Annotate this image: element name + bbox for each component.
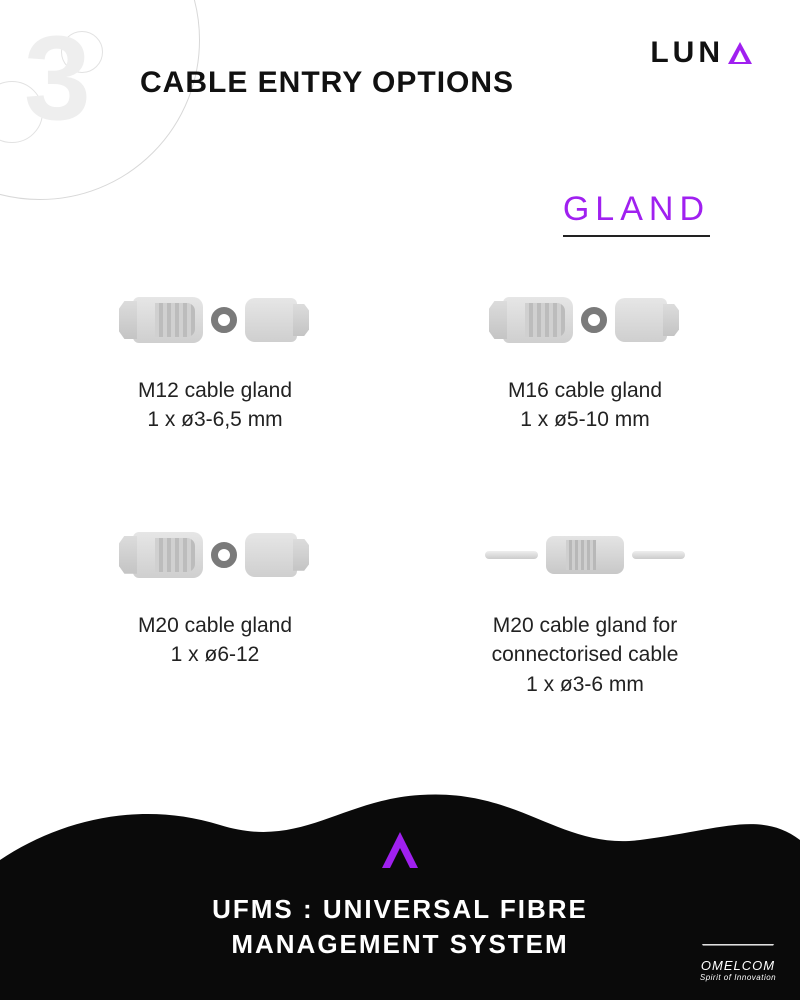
gland-cap-icon (615, 298, 667, 342)
page-title: CABLE ENTRY OPTIONS (140, 66, 514, 100)
omelcom-roof-icon (693, 944, 783, 955)
product-image (115, 280, 315, 360)
section-label: GLAND (563, 190, 710, 237)
page-number: 3 (24, 18, 85, 138)
gland-ring-icon (211, 542, 237, 568)
footer-title: UFMS : UNIVERSAL FIBRE MANAGEMENT SYSTEM (0, 892, 800, 962)
omelcom-logo: OMELCOM Spirit of Innovation (698, 942, 778, 982)
luna-logo: LUN (650, 36, 752, 70)
footer-line2: MANAGEMENT SYSTEM (0, 927, 800, 962)
gland-body-icon (133, 532, 203, 578)
product-spec: 1 x ø5-10 mm (520, 405, 650, 434)
footer-line1: UFMS : UNIVERSAL FIBRE (0, 892, 800, 927)
product-item: M20 cable gland for connectorised cable … (430, 515, 740, 699)
product-image (485, 515, 685, 595)
product-spec: 1 x ø6-12 (171, 640, 260, 669)
product-image (115, 515, 315, 595)
luna-logo-text: LUN (650, 36, 724, 70)
product-name: M20 cable gland (138, 611, 292, 640)
product-grid: M12 cable gland 1 x ø3-6,5 mm M16 cable … (60, 280, 740, 699)
connectorised-gland-icon (546, 536, 625, 574)
footer-caret-icon (378, 830, 422, 875)
product-name: M12 cable gland (138, 376, 292, 405)
product-spec: 1 x ø3-6,5 mm (147, 405, 282, 434)
gland-cap-icon (245, 533, 297, 577)
gland-body-icon (503, 297, 573, 343)
gland-ring-icon (581, 307, 607, 333)
omelcom-tagline: Spirit of Innovation (698, 973, 778, 982)
footer: UFMS : UNIVERSAL FIBRE MANAGEMENT SYSTEM… (0, 770, 800, 1000)
gland-ring-icon (211, 307, 237, 333)
footer-mountain-shape (0, 770, 800, 1000)
cable-icon (632, 551, 685, 559)
luna-caret-icon (728, 42, 752, 64)
product-item: M12 cable gland 1 x ø3-6,5 mm (60, 280, 370, 435)
product-name: M20 cable gland for connectorised cable (430, 611, 740, 670)
product-name: M16 cable gland (508, 376, 662, 405)
product-image (485, 280, 685, 360)
omelcom-name: OMELCOM (698, 958, 778, 973)
product-item: M20 cable gland 1 x ø6-12 (60, 515, 370, 699)
product-spec: 1 x ø3-6 mm (526, 670, 644, 699)
gland-cap-icon (245, 298, 297, 342)
cable-icon (485, 551, 538, 559)
gland-body-icon (133, 297, 203, 343)
product-item: M16 cable gland 1 x ø5-10 mm (430, 280, 740, 435)
